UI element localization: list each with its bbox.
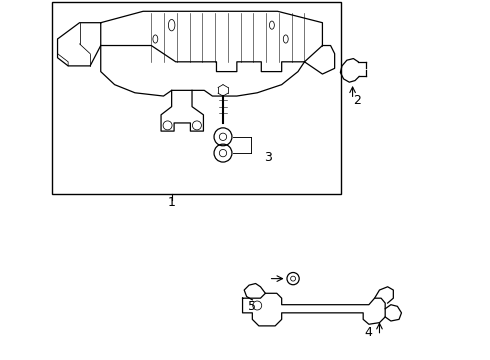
Text: 2: 2 (353, 94, 361, 107)
Text: 5: 5 (247, 300, 256, 313)
Text: 3: 3 (264, 151, 271, 164)
Text: 4: 4 (365, 326, 373, 339)
Text: 1: 1 (168, 195, 175, 208)
Bar (52, 2, 341, 194)
